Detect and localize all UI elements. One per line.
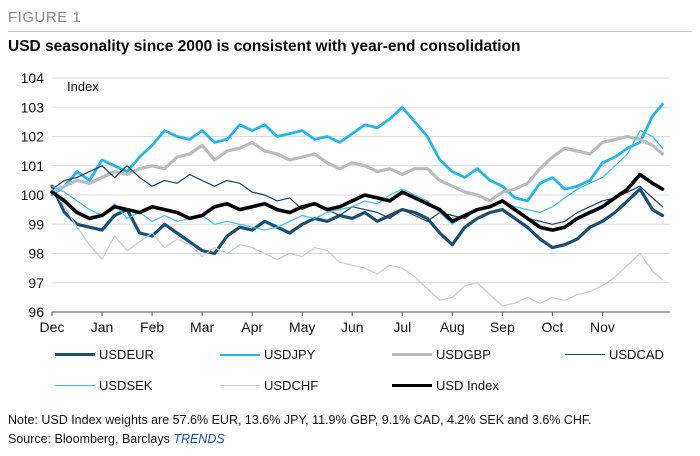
legend-item: USDCAD: [565, 347, 664, 362]
y-tick-label: 104: [21, 70, 45, 86]
series-lines: [50, 102, 665, 307]
y-tick-label: 102: [21, 129, 45, 145]
x-tick-label: Dec: [40, 319, 65, 335]
legend-item: USD Index: [392, 378, 499, 393]
legend-swatch: [55, 385, 95, 386]
chart-note: Note: USD Index weights are 57.6% EUR, 1…: [8, 413, 592, 427]
legend-label: USDCAD: [609, 347, 664, 362]
legend-swatch: [220, 385, 260, 386]
legend-swatch: [565, 354, 605, 355]
x-tick-label: Jun: [341, 319, 364, 335]
series-line-usdcad: [51, 165, 664, 225]
x-tick-label: Mar: [190, 319, 214, 335]
legend-label: USDSEK: [99, 378, 153, 393]
y-axis: 96 97 98 99 100 101 102 103 104: [21, 70, 45, 320]
header-divider: [8, 31, 692, 32]
legend-swatch: [220, 353, 260, 356]
x-tick-label: Oct: [542, 319, 564, 335]
y-tick-label: 100: [21, 187, 45, 203]
legend-swatch: [392, 353, 432, 356]
legend-label: USD Index: [436, 378, 499, 393]
x-tick-label: Sep: [490, 319, 515, 335]
x-tick-label: Aug: [440, 319, 465, 335]
legend-item: USDJPY: [220, 347, 315, 362]
source-brand: TRENDS: [173, 432, 225, 446]
legend-item: USDSEK: [55, 378, 152, 393]
series-line-usdjpy: [50, 102, 664, 203]
series-line-usdeur: [50, 184, 665, 256]
x-axis: Dec Jan Feb Mar Apr May Jun Jul Aug Sep Oct Nov: [40, 312, 615, 335]
y-axis-label: Index: [67, 79, 99, 94]
x-tick-label: Apr: [241, 319, 263, 335]
legend-swatch: [392, 384, 432, 387]
legend-label: USDEUR: [99, 347, 154, 362]
figure-label: FIGURE 1: [8, 9, 82, 26]
x-tick-label: Jul: [393, 319, 411, 335]
legend-item: USDEUR: [55, 347, 154, 362]
y-tick-label: 97: [28, 275, 44, 291]
source-text: Source: Bloomberg, Barclays: [8, 432, 174, 446]
x-tick-label: May: [289, 319, 315, 335]
y-tick-label: 103: [21, 99, 45, 115]
x-tick-label: Feb: [140, 319, 164, 335]
x-tick-label: Nov: [590, 319, 615, 335]
legend-label: USDJPY: [264, 347, 316, 362]
series-line-usdgbp: [50, 134, 665, 203]
series-line-usdchf: [51, 188, 664, 307]
legend-label: USDCHF: [264, 378, 319, 393]
y-tick-label: 101: [21, 158, 45, 174]
chart-title: USD seasonality since 2000 is consistent…: [8, 38, 521, 55]
y-tick-label: 96: [28, 304, 44, 320]
legend-item: USDCHF: [220, 378, 318, 393]
gridlines: [52, 77, 670, 313]
series-line-usdsek: [51, 130, 664, 231]
chart-source: Source: Bloomberg, Barclays TRENDS: [8, 432, 225, 446]
legend-item: USDGBP: [392, 347, 491, 362]
series-line-usd-index: [50, 172, 665, 232]
x-tick-label: Jan: [91, 319, 114, 335]
legend-swatch: [55, 353, 95, 356]
y-tick-label: 98: [28, 246, 44, 262]
y-tick-label: 99: [28, 216, 44, 232]
legend-label: USDGBP: [436, 347, 491, 362]
